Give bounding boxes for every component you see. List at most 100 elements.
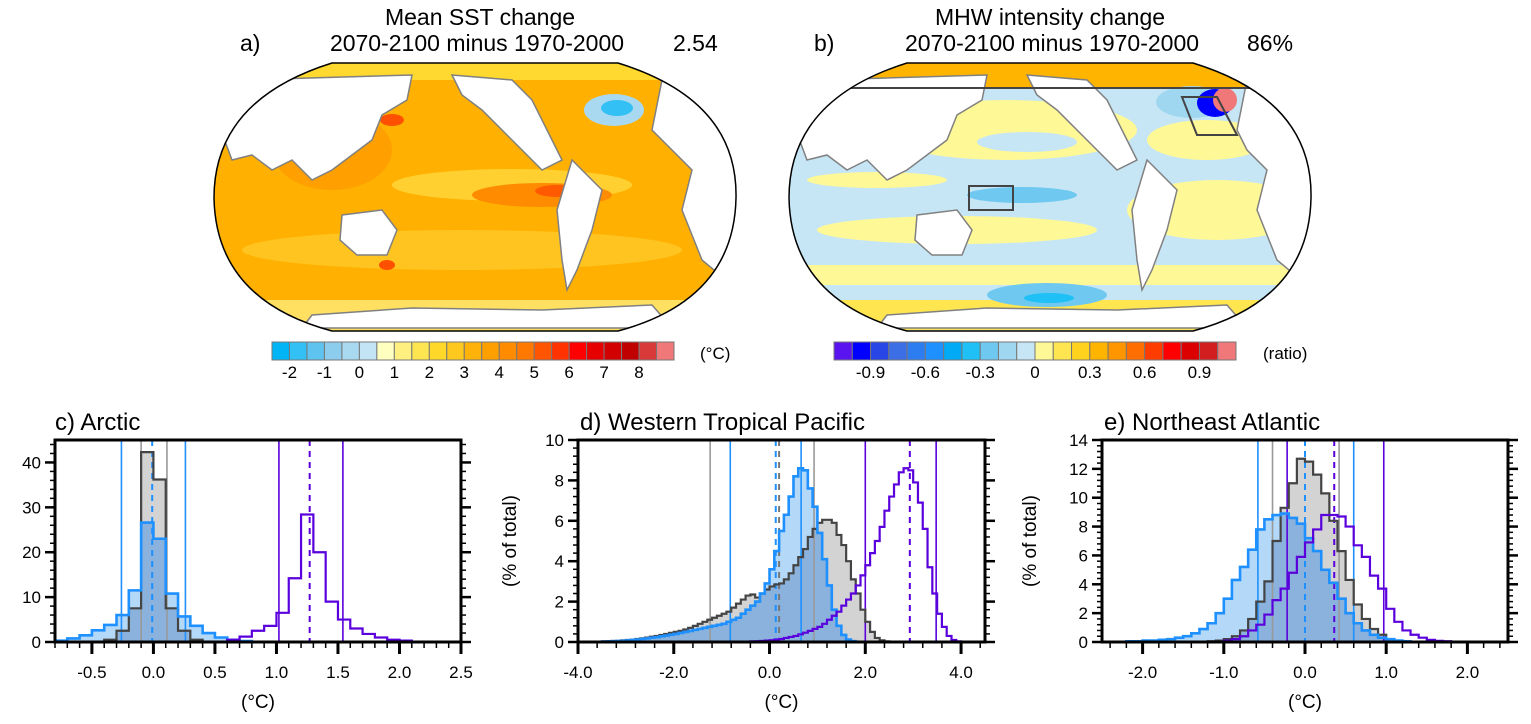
hist-c-xtick-label: -0.5 — [77, 663, 106, 682]
hist-e-series-detrended-line — [1125, 512, 1412, 643]
colorbar-a-swatch — [323, 341, 343, 361]
histogram-c: c) Arctic 0 10 20 30 40 -0.5 0.0 0.5 1.0 1.5 2.0 2.5… — [22, 409, 473, 713]
hist-e-xtick-label: -1.0 — [1209, 663, 1238, 682]
colorbar-b-swatch — [1107, 341, 1127, 361]
map-b-title: MHW intensity change — [934, 4, 1166, 30]
map-b-wtp-box — [968, 185, 1014, 211]
hist-e-ylabel: (% of total) — [1020, 495, 1041, 587]
colorbar-b-swatch — [979, 341, 999, 361]
map-a-cold-blob-core — [601, 100, 633, 116]
hist-d-xtick-label: 4.0 — [949, 663, 973, 682]
map-b-stat: 86% — [1247, 30, 1294, 56]
map-a-land — [216, 74, 737, 329]
hist-d-ytick-label: 4 — [555, 552, 564, 571]
hist-e-series-future-line — [1222, 513, 1453, 643]
colorbar-b-swatch — [961, 341, 981, 361]
map-b-eurasia — [791, 74, 988, 181]
colorbar-a-tick-label: 4 — [494, 363, 503, 382]
hist-d-ytick-label: 2 — [555, 593, 564, 612]
map-b-eq-blue — [967, 187, 1077, 203]
map-b-border — [788, 62, 1312, 332]
map-b-southern-yellow — [789, 265, 1312, 285]
hist-c-series-future-line — [213, 513, 438, 643]
colorbar-b-swatch — [1217, 341, 1237, 361]
colorbar-b-swatch — [906, 341, 926, 361]
colorbar-a-swatch — [481, 341, 500, 361]
hist-c-ytick-label: 20 — [22, 543, 41, 562]
colorbar-a-swatch — [411, 341, 430, 361]
hist-c-xlabel: (°C) — [241, 692, 275, 713]
hist-c-ytick-label: 10 — [22, 588, 41, 607]
colorbar-b-swatch — [924, 341, 945, 361]
colorbar-b-swatch — [1034, 341, 1054, 361]
hist-e-ytick-label: 6 — [1079, 546, 1088, 565]
map-b-australia — [914, 209, 973, 256]
hist-c-xtick-label: 2.5 — [449, 663, 473, 682]
colorbar-a-swatch — [516, 341, 535, 361]
hist-d-frame — [576, 438, 987, 644]
colorbar-a-tick-label: 6 — [564, 363, 573, 382]
colorbar-b-tick-label: 0.6 — [1133, 363, 1157, 382]
map-b-nea-box — [1180, 96, 1239, 136]
hist-c-xtick-label: 1.5 — [326, 663, 350, 682]
colorbar-b-tick-label: -0.9 — [856, 363, 885, 382]
hist-e-title: e) Northeast Atlantic — [1104, 409, 1320, 436]
histogram-d: d) Western Tropical Pacific 0 2 4 6 8 10 -4.0 -2… — [500, 409, 995, 713]
map-b-so-blue-core — [1024, 293, 1074, 303]
hist-c-xtick-label: 0.0 — [142, 663, 166, 682]
map-b-africa-europe — [1236, 79, 1312, 292]
map-a-letter: a) — [240, 30, 261, 56]
colorbar-a-swatch — [428, 341, 448, 361]
colorbar-a-swatch — [551, 341, 570, 361]
hist-d-xtick-label: 2.0 — [853, 663, 877, 682]
hist-d-series-future-line — [739, 467, 963, 643]
colorbar-b-tick-label: 0.3 — [1078, 363, 1102, 382]
map-a-south-america — [556, 158, 603, 293]
colorbar-b-swatch — [870, 341, 890, 361]
hist-e-ytick-label: 12 — [1069, 460, 1088, 479]
map-a-title: Mean SST change — [384, 4, 576, 30]
map-a-border — [213, 62, 737, 332]
colorbar-a-swatch — [656, 341, 675, 361]
map-b-indian-yellow — [807, 172, 947, 188]
colorbar-b-swatch — [851, 341, 872, 361]
hist-c-series-overlap-fill — [104, 522, 203, 642]
map-a-eurasia — [216, 74, 413, 181]
colorbar-a-tick-label: 8 — [634, 363, 643, 382]
map-b-land — [791, 74, 1312, 329]
hist-e-xtick-label: 0.0 — [1293, 663, 1317, 682]
colorbar-b: -0.9 -0.6 -0.3 0 0.3 0.6 0.9 — [833, 341, 1237, 382]
colorbar-b-swatch — [1071, 341, 1091, 361]
colorbar-a-swatch — [393, 341, 413, 361]
hist-d-ylabel: (% of total) — [500, 495, 521, 587]
map-a-subtitle: 2070-2100 minus 1970-2000 — [329, 30, 625, 56]
colorbar-a-swatch — [638, 341, 658, 361]
colorbar-a-swatch — [341, 341, 360, 361]
map-a-stat: 2.54 — [673, 30, 718, 56]
colorbar-b-tick-label: 0 — [1030, 363, 1039, 382]
colorbar-a-swatch — [621, 341, 640, 361]
colorbar-b-swatch — [1144, 341, 1164, 361]
colorbar-a-unit: (°C) — [700, 344, 731, 363]
colorbar-a-swatch — [358, 341, 378, 361]
hist-c-series-historical-line — [103, 451, 204, 642]
map-b-na-red — [1213, 88, 1237, 112]
colorbar-b-swatch — [1180, 341, 1200, 361]
colorbar-b-swatch — [1162, 341, 1182, 361]
map-a-australia — [339, 209, 398, 256]
colorbar-a-swatch — [288, 341, 308, 361]
hist-d-series-overlap-fill — [597, 519, 856, 642]
histogram-e: e) Northeast Atlantic 0 2 4 6 8 10 12 14 -2.0 -1.0… — [1020, 409, 1518, 713]
hist-d-xtick-label: 0.0 — [758, 663, 782, 682]
colorbar-a-tick-label: -2 — [282, 363, 297, 382]
colorbar-a-tick-label: 5 — [529, 363, 538, 382]
hist-e-ytick-label: 0 — [1079, 633, 1088, 652]
hist-c-ytick-label: 40 — [22, 453, 41, 472]
map-a-band-south-subtropics — [242, 230, 682, 270]
colorbar-a-swatch — [603, 341, 623, 361]
colorbar-a-swatch — [568, 341, 588, 361]
colorbar-a-swatch — [586, 341, 605, 361]
colorbar-a-swatch — [306, 341, 325, 361]
colorbar-b-swatch — [1089, 341, 1109, 361]
colorbar-a-swatch — [446, 341, 465, 361]
